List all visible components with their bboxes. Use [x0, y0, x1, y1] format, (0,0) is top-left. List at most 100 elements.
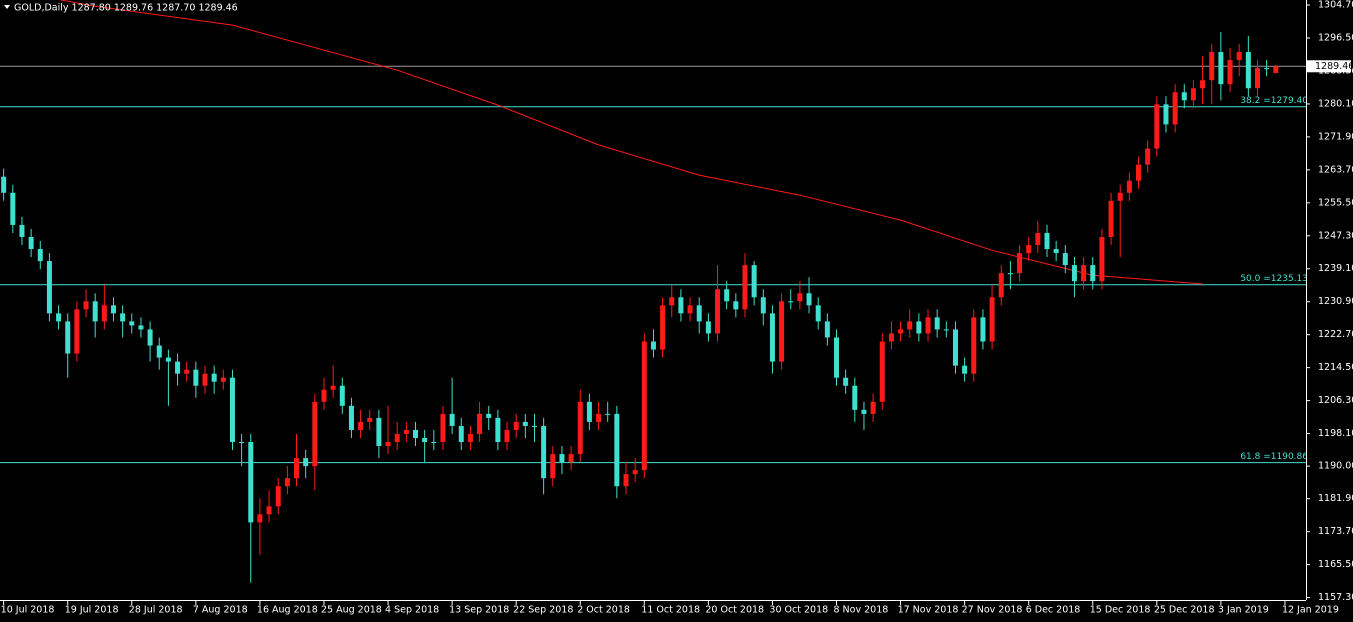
candle-body — [1163, 104, 1169, 125]
candle-body — [1044, 232, 1050, 250]
candle-body — [175, 361, 181, 374]
candle-body — [971, 317, 977, 374]
candle-body — [458, 425, 464, 443]
x-tick-label: 17 Nov 2018 — [898, 605, 959, 616]
candle-body — [1218, 52, 1224, 85]
candle-body — [294, 458, 300, 479]
candle-body — [367, 417, 373, 422]
candle-body — [952, 329, 958, 366]
x-tick-label: 22 Sep 2018 — [513, 605, 573, 616]
candle-body — [486, 413, 492, 418]
candle-body — [531, 425, 537, 427]
y-tick-label: 1206.30 — [1318, 395, 1353, 406]
y-tick-label: 1157.30 — [1318, 592, 1353, 603]
candle-body — [156, 345, 162, 358]
candle-body — [303, 458, 309, 467]
candle-body — [1209, 52, 1215, 81]
candle-body — [1200, 80, 1206, 89]
candle-body — [101, 305, 107, 322]
candle-body — [449, 413, 455, 426]
candle-body — [330, 385, 336, 390]
candle-body — [733, 301, 739, 310]
y-tick-label: 1263.70 — [1318, 164, 1353, 175]
candle-body — [440, 413, 446, 443]
candle-body — [861, 409, 867, 414]
candle-body — [1108, 200, 1114, 237]
candle-body — [660, 305, 666, 350]
candle-body — [477, 413, 483, 434]
candle-body — [65, 321, 71, 354]
candle-body — [467, 433, 473, 443]
candle-body — [916, 321, 922, 334]
y-tick-label: 1173.70 — [1318, 526, 1353, 537]
candle-body — [1017, 253, 1023, 274]
candle-body — [1227, 60, 1233, 85]
candle-body — [586, 401, 592, 422]
candle-body — [687, 305, 693, 314]
candle-body — [376, 417, 382, 447]
x-tick-label: 30 Oct 2018 — [769, 605, 828, 616]
candle-body — [1145, 148, 1151, 165]
y-tick-label: 1214.50 — [1318, 362, 1353, 373]
candle-body — [1, 176, 7, 193]
candle-body — [92, 301, 98, 322]
candle-body — [403, 429, 409, 434]
menu-arrow[interactable] — [4, 5, 10, 9]
candle-body — [806, 293, 812, 306]
candle-body — [797, 293, 803, 302]
x-tick-label: 12 Jan 2019 — [1282, 605, 1339, 616]
candle-body — [1081, 265, 1087, 282]
candle-body — [220, 377, 226, 382]
x-tick-label: 25 Dec 2018 — [1154, 605, 1215, 616]
y-tick-label: 1255.50 — [1318, 197, 1353, 208]
candle-body — [1245, 52, 1251, 89]
candle-body — [824, 321, 830, 338]
x-tick-label: 16 Aug 2018 — [257, 605, 318, 616]
candle-body — [522, 421, 528, 426]
candle-body — [751, 265, 757, 298]
candle-body — [120, 313, 126, 322]
candle-body — [1026, 245, 1032, 254]
candle-body — [385, 442, 391, 447]
candle-body — [925, 317, 931, 334]
y-tick-label: 1165.50 — [1318, 559, 1353, 570]
candle-body — [833, 337, 839, 378]
candle-body — [394, 433, 400, 443]
fibo-label: 61.8 =1190.86 — [1240, 452, 1308, 462]
candle-body — [888, 333, 894, 342]
candle-body — [431, 442, 437, 444]
candle-body — [239, 442, 245, 444]
candle-body — [312, 401, 318, 467]
y-tick-label: 1280.10 — [1318, 98, 1353, 109]
candle-body — [211, 373, 217, 382]
x-tick-label: 2 Oct 2018 — [577, 605, 630, 616]
candle-body — [1172, 92, 1178, 125]
candle-body — [1053, 249, 1059, 254]
candle-body — [83, 301, 89, 310]
candle-body — [413, 429, 419, 438]
x-tick-label: 15 Dec 2018 — [1090, 605, 1151, 616]
candle-body — [284, 478, 290, 487]
candle-body — [193, 369, 199, 386]
y-tick-label: 1198.10 — [1318, 428, 1353, 439]
candle-body — [879, 341, 885, 402]
candle-body — [907, 321, 913, 330]
candle-body — [724, 289, 730, 302]
candle-body — [934, 317, 940, 330]
candle-body — [275, 486, 281, 507]
candle-body — [998, 273, 1004, 298]
moving-average — [58, 0, 1203, 285]
y-tick-label: 1190.00 — [1318, 461, 1353, 472]
candle-body — [1062, 253, 1068, 266]
x-tick-label: 10 Jul 2018 — [1, 605, 55, 616]
candle-body — [943, 329, 949, 331]
candle-body — [266, 506, 272, 515]
y-tick-label: 1304.70 — [1318, 0, 1353, 11]
y-tick-label: 1271.90 — [1318, 131, 1353, 142]
candle-body — [147, 329, 153, 346]
candle-body — [1254, 68, 1260, 89]
candle-body — [229, 377, 235, 443]
candle-body — [541, 425, 547, 479]
candle-body — [715, 289, 721, 334]
